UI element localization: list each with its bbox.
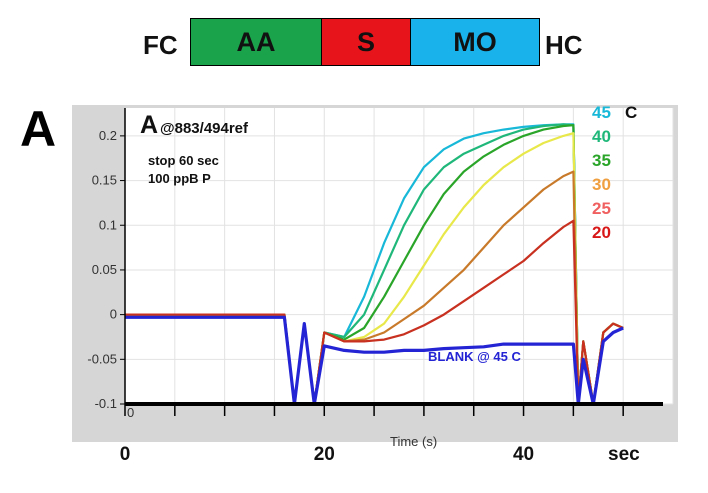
x-tick-label-small: 0	[127, 405, 134, 420]
zone-mo: MO	[410, 18, 540, 66]
y-tick-label: 0	[110, 307, 117, 322]
y-tick-label: 0.2	[99, 128, 117, 143]
zone-right-label: HC	[545, 30, 583, 60]
note-stop: stop 60 sec	[148, 153, 219, 168]
chart-title-letter: A	[140, 111, 158, 139]
legend-entry: 45	[592, 103, 611, 122]
y-axis-ticks: -0.1 -0.05 0 0.05 0.1 0.15 0.2	[87, 128, 125, 411]
legend-unit: C	[625, 103, 637, 122]
x-tick-label: 0	[120, 444, 131, 465]
x-unit-label: sec	[608, 444, 640, 465]
panel-letter: A	[20, 101, 57, 157]
x-axis: 0 0 20 40	[120, 402, 663, 465]
legend-entry: 35	[592, 151, 611, 170]
x-axis-label: Time (s)	[390, 434, 437, 449]
legend: 45 40 35 30 25 20 C	[592, 103, 637, 242]
y-tick-label: 0.15	[92, 173, 117, 188]
y-tick-label: -0.1	[95, 396, 117, 411]
zone-bar: FC AA S MO HC	[0, 18, 708, 70]
zone-left-label: FC	[143, 30, 178, 60]
chart-title: @883/494ref	[160, 120, 249, 137]
blank-label: BLANK @ 45 C	[428, 349, 521, 364]
x-tick-label: 40	[513, 444, 534, 465]
legend-entry: 30	[592, 175, 611, 194]
note-conc: 100 ppB P	[148, 171, 211, 186]
y-tick-label: 0.05	[92, 262, 117, 277]
x-tick-label: 20	[314, 444, 335, 465]
zone-mo-label: MO	[453, 26, 497, 57]
zone-s-label: S	[356, 26, 375, 57]
legend-entry: 40	[592, 127, 611, 146]
legend-entry: 25	[592, 199, 611, 218]
y-tick-label: 0.1	[99, 217, 117, 232]
zone-aa-label: AA	[236, 26, 276, 57]
legend-entry: 20	[592, 223, 611, 242]
y-tick-label: -0.05	[87, 351, 117, 366]
zone-aa: AA	[190, 18, 322, 66]
